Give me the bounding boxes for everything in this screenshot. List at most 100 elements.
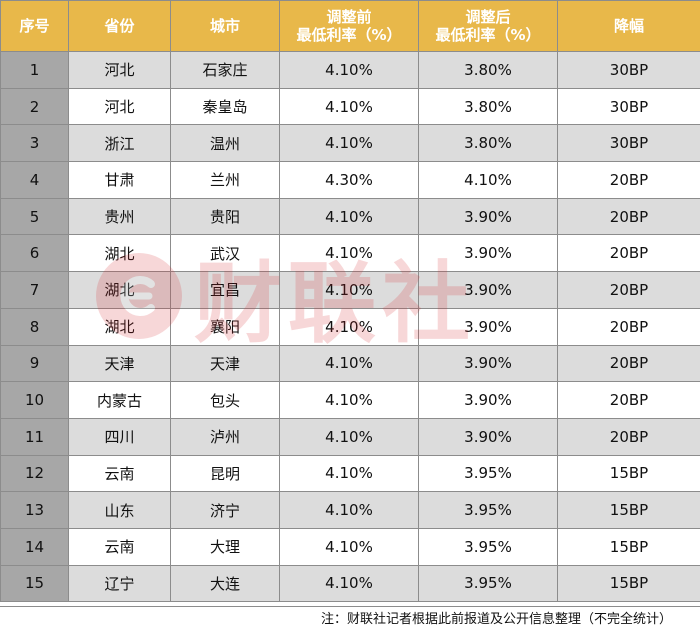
cell-city: 贵阳 [170, 197, 280, 236]
cell-drop: 20BP [557, 381, 700, 419]
cell-drop: 20BP [557, 234, 700, 273]
table-row: 10 内蒙古 包头 4.10% 3.90% 20BP [0, 381, 700, 419]
header-index: 序号 [0, 0, 69, 52]
header-before: 调整前 最低利率（%） [279, 0, 419, 52]
cell-province: 甘肃 [68, 161, 171, 199]
cell-rate-before: 4.10% [279, 344, 419, 383]
cell-city: 襄阳 [170, 307, 280, 346]
table-row: 12 云南 昆明 4.10% 3.95% 15BP [0, 454, 700, 493]
cell-rate-before: 4.10% [279, 491, 419, 529]
cell-drop: 20BP [557, 271, 700, 309]
header-province: 省份 [68, 0, 171, 52]
cell-city: 大连 [170, 564, 280, 603]
cell-index: 6 [0, 234, 69, 273]
cell-drop: 30BP [557, 51, 700, 89]
cell-rate-after: 3.90% [418, 234, 558, 273]
table-row: 3 浙江 温州 4.10% 3.80% 30BP [0, 124, 700, 163]
cell-rate-after: 3.80% [418, 124, 558, 163]
cell-province: 贵州 [68, 197, 171, 236]
cell-province: 云南 [68, 454, 171, 493]
cell-drop: 15BP [557, 491, 700, 529]
cell-rate-after: 3.90% [418, 344, 558, 383]
header-after-line1: 调整后 [465, 8, 511, 26]
cell-rate-before: 4.10% [279, 87, 419, 126]
header-before-line2: 最低利率（%） [296, 26, 402, 44]
cell-index: 14 [0, 527, 69, 566]
cell-index: 2 [0, 87, 69, 126]
cell-province: 湖北 [68, 234, 171, 273]
cell-rate-before: 4.10% [279, 564, 419, 603]
cell-rate-after: 3.80% [418, 87, 558, 126]
cell-rate-after: 3.95% [418, 454, 558, 493]
cell-index: 5 [0, 197, 69, 236]
cell-index: 9 [0, 344, 69, 383]
cell-province: 天津 [68, 344, 171, 383]
cell-drop: 30BP [557, 124, 700, 163]
cell-index: 13 [0, 491, 69, 529]
cell-drop: 20BP [557, 344, 700, 383]
table-row: 9 天津 天津 4.10% 3.90% 20BP [0, 344, 700, 383]
table-body: 1 河北 石家庄 4.10% 3.80% 30BP 2 河北 秦皇岛 4.10% 3.80% 30BP… [0, 51, 700, 603]
cell-rate-before: 4.10% [279, 271, 419, 309]
cell-province: 河北 [68, 87, 171, 126]
header-city: 城市 [170, 0, 280, 52]
cell-rate-after: 3.90% [418, 381, 558, 419]
cell-rate-before: 4.30% [279, 161, 419, 199]
header-drop: 降幅 [557, 0, 700, 52]
cell-rate-after: 3.80% [418, 51, 558, 89]
table-row: 15 辽宁 大连 4.10% 3.95% 15BP [0, 564, 700, 603]
cell-city: 秦皇岛 [170, 87, 280, 126]
table-row: 5 贵州 贵阳 4.10% 3.90% 20BP [0, 197, 700, 236]
cell-rate-before: 4.10% [279, 381, 419, 419]
cell-city: 济宁 [170, 491, 280, 529]
cell-drop: 20BP [557, 197, 700, 236]
cell-province: 浙江 [68, 124, 171, 163]
table-row: 1 河北 石家庄 4.10% 3.80% 30BP [0, 51, 700, 89]
cell-rate-after: 3.90% [418, 417, 558, 456]
cell-drop: 15BP [557, 454, 700, 493]
cell-city: 天津 [170, 344, 280, 383]
table-row: 11 四川 泸州 4.10% 3.90% 20BP [0, 417, 700, 456]
cell-city: 宜昌 [170, 271, 280, 309]
cell-index: 8 [0, 307, 69, 346]
table-row: 6 湖北 武汉 4.10% 3.90% 20BP [0, 234, 700, 273]
cell-city: 大理 [170, 527, 280, 566]
table-header: 序号 省份 城市 调整前 最低利率（%） 调整后 最低利率（%） 降幅 [0, 0, 700, 52]
table-row: 2 河北 秦皇岛 4.10% 3.80% 30BP [0, 87, 700, 126]
cell-rate-before: 4.10% [279, 197, 419, 236]
footnote: 注：财联社记者根据此前报道及公开信息整理（不完全统计） [0, 606, 700, 635]
cell-rate-after: 3.90% [418, 197, 558, 236]
cell-rate-after: 3.90% [418, 271, 558, 309]
table-row: 7 湖北 宜昌 4.10% 3.90% 20BP [0, 271, 700, 309]
table-row: 14 云南 大理 4.10% 3.95% 15BP [0, 527, 700, 566]
cell-city: 温州 [170, 124, 280, 163]
cell-rate-after: 3.95% [418, 564, 558, 603]
cell-rate-before: 4.10% [279, 417, 419, 456]
cell-province: 山东 [68, 491, 171, 529]
cell-rate-after: 3.95% [418, 491, 558, 529]
cell-drop: 20BP [557, 161, 700, 199]
header-before-line1: 调整前 [326, 8, 372, 26]
cell-province: 四川 [68, 417, 171, 456]
cell-rate-before: 4.10% [279, 527, 419, 566]
cell-drop: 20BP [557, 307, 700, 346]
cell-index: 1 [0, 51, 69, 89]
cell-index: 15 [0, 564, 69, 603]
cell-province: 辽宁 [68, 564, 171, 603]
table-row: 4 甘肃 兰州 4.30% 4.10% 20BP [0, 161, 700, 199]
rate-table: 序号 省份 城市 调整前 最低利率（%） 调整后 最低利率（%） 降幅 1 河北石… [0, 0, 700, 603]
cell-drop: 15BP [557, 527, 700, 566]
cell-city: 包头 [170, 381, 280, 419]
cell-index: 10 [0, 381, 69, 419]
cell-drop: 20BP [557, 417, 700, 456]
table-row: 8 湖北 襄阳 4.10% 3.90% 20BP [0, 307, 700, 346]
cell-rate-before: 4.10% [279, 234, 419, 273]
cell-province: 湖北 [68, 307, 171, 346]
cell-rate-after: 3.95% [418, 527, 558, 566]
cell-city: 武汉 [170, 234, 280, 273]
header-after: 调整后 最低利率（%） [418, 0, 558, 52]
cell-city: 泸州 [170, 417, 280, 456]
cell-province: 河北 [68, 51, 171, 89]
cell-rate-before: 4.10% [279, 124, 419, 163]
header-after-line2: 最低利率（%） [435, 26, 541, 44]
